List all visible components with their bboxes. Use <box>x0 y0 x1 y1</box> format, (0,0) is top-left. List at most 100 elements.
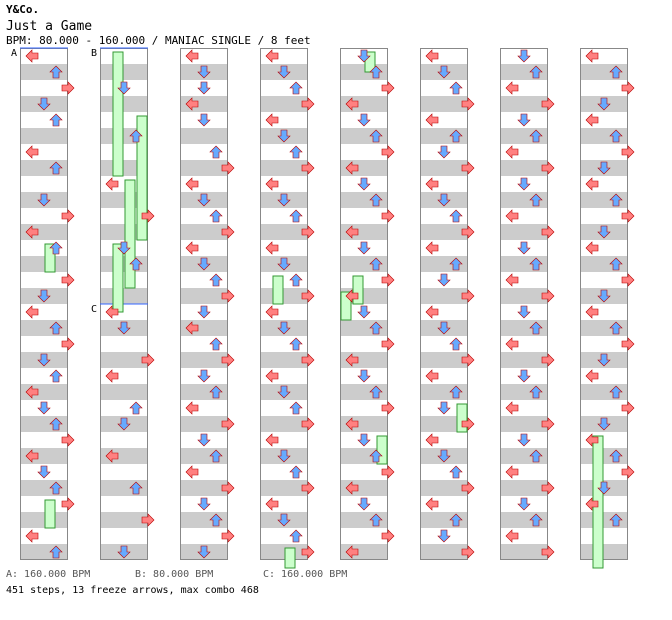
freeze-arrow <box>124 179 136 289</box>
left-arrow <box>505 337 519 351</box>
stripe <box>500 416 548 432</box>
left-arrow <box>185 49 199 63</box>
down-arrow <box>277 65 291 79</box>
left-arrow <box>265 241 279 255</box>
down-arrow <box>437 449 451 463</box>
up-arrow <box>49 417 63 431</box>
stripe <box>180 288 228 304</box>
right-arrow <box>381 337 395 351</box>
left-arrow <box>505 529 519 543</box>
right-arrow <box>461 225 475 239</box>
stripe <box>20 256 68 272</box>
right-arrow <box>381 209 395 223</box>
right-arrow <box>141 513 155 527</box>
up-arrow <box>369 449 383 463</box>
stripe <box>260 416 308 432</box>
column-border <box>420 48 468 560</box>
left-arrow <box>585 113 599 127</box>
right-arrow <box>301 353 315 367</box>
stripe <box>180 224 228 240</box>
right-arrow <box>301 545 315 559</box>
right-arrow <box>61 81 75 95</box>
down-arrow <box>117 321 131 335</box>
left-arrow <box>265 177 279 191</box>
right-arrow <box>61 433 75 447</box>
right-arrow <box>301 481 315 495</box>
down-arrow <box>517 49 531 63</box>
stripe <box>500 96 548 112</box>
freeze-arrow <box>340 291 352 321</box>
right-arrow <box>301 417 315 431</box>
right-arrow <box>461 97 475 111</box>
step-summary: 451 steps, 13 freeze arrows, max combo 4… <box>6 585 259 596</box>
right-arrow <box>461 353 475 367</box>
left-arrow <box>25 49 39 63</box>
stripe <box>180 480 228 496</box>
right-arrow <box>381 81 395 95</box>
left-arrow <box>425 113 439 127</box>
down-arrow <box>517 369 531 383</box>
down-arrow <box>197 369 211 383</box>
left-arrow <box>25 145 39 159</box>
down-arrow <box>437 273 451 287</box>
right-arrow <box>461 417 475 431</box>
stripe <box>100 352 148 368</box>
up-arrow <box>129 481 143 495</box>
up-arrow <box>209 337 223 351</box>
left-arrow <box>425 369 439 383</box>
right-arrow <box>61 209 75 223</box>
down-arrow <box>117 545 131 559</box>
left-arrow <box>585 177 599 191</box>
column-border <box>180 48 228 560</box>
down-arrow <box>197 433 211 447</box>
up-arrow <box>129 129 143 143</box>
right-arrow <box>381 145 395 159</box>
up-arrow <box>449 129 463 143</box>
left-arrow <box>265 305 279 319</box>
down-arrow <box>357 113 371 127</box>
up-arrow <box>49 321 63 335</box>
up-arrow <box>609 449 623 463</box>
right-arrow <box>381 273 395 287</box>
right-arrow <box>221 289 235 303</box>
chart-column <box>420 48 468 560</box>
right-arrow <box>461 289 475 303</box>
left-arrow <box>105 449 119 463</box>
left-arrow <box>505 401 519 415</box>
right-arrow <box>301 289 315 303</box>
column-border <box>580 48 628 560</box>
down-arrow <box>277 193 291 207</box>
left-arrow <box>185 401 199 415</box>
right-arrow <box>621 81 635 95</box>
song-title: Just a Game <box>6 19 93 34</box>
left-arrow <box>425 497 439 511</box>
stripe <box>420 480 468 496</box>
bpm-marker-a: A <box>11 48 18 59</box>
down-arrow <box>197 65 211 79</box>
bpm-legend-c: C: 160.000 BPM <box>263 569 348 580</box>
chart-column <box>180 48 228 560</box>
down-arrow <box>277 257 291 271</box>
down-arrow <box>197 193 211 207</box>
down-arrow <box>197 545 211 559</box>
left-arrow <box>505 209 519 223</box>
up-arrow <box>289 209 303 223</box>
up-arrow <box>49 113 63 127</box>
down-arrow <box>117 241 131 255</box>
down-arrow <box>277 129 291 143</box>
down-arrow <box>597 225 611 239</box>
right-arrow <box>381 401 395 415</box>
left-arrow <box>345 353 359 367</box>
down-arrow <box>437 65 451 79</box>
right-arrow <box>381 465 395 479</box>
down-arrow <box>517 305 531 319</box>
stripe <box>100 192 148 208</box>
down-arrow <box>357 369 371 383</box>
right-arrow <box>301 97 315 111</box>
up-arrow <box>209 513 223 527</box>
stripe <box>260 224 308 240</box>
left-arrow <box>585 369 599 383</box>
freeze-arrow <box>44 243 56 273</box>
freeze-arrow <box>352 275 364 305</box>
up-arrow <box>49 481 63 495</box>
